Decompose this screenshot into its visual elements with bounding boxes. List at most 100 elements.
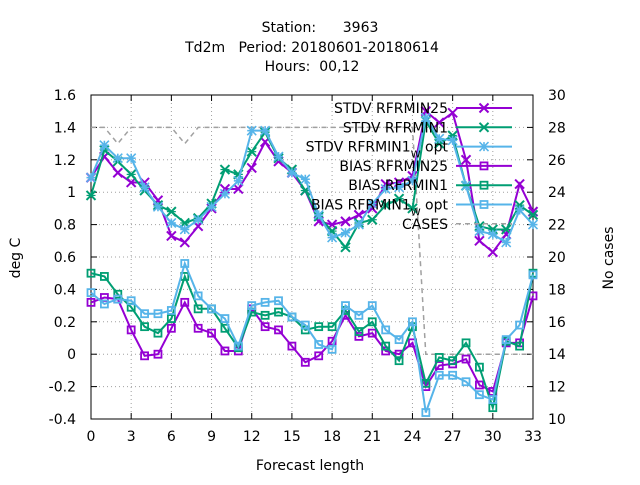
data-point <box>233 175 244 186</box>
legend-label: STDV RFRMIN1W opt <box>306 140 449 161</box>
y2-tick-label: 22 <box>548 218 566 234</box>
series-bias-rfrmin1-w-opt <box>86 259 538 417</box>
y2-tick-label: 18 <box>548 282 566 298</box>
data-point <box>514 199 525 211</box>
x-tick-label: 3 <box>127 429 136 445</box>
series-line <box>90 295 534 393</box>
y-tick-label: 0.2 <box>54 315 76 331</box>
data-point <box>112 167 123 178</box>
series-line <box>90 272 534 412</box>
data-point <box>113 294 123 304</box>
marker-stroke <box>353 209 365 221</box>
y-tick-label: -0.2 <box>49 380 76 396</box>
data-point <box>527 209 539 221</box>
data-point <box>246 162 257 174</box>
data-point <box>193 323 203 333</box>
marker-stroke <box>447 107 458 119</box>
data-point <box>166 314 176 323</box>
data-point <box>140 309 149 319</box>
data-point <box>394 335 404 345</box>
x-tick-label: 27 <box>444 429 462 445</box>
marker-stroke <box>380 178 391 190</box>
data-point <box>246 125 257 136</box>
data-point <box>86 297 96 307</box>
data-point <box>327 232 338 243</box>
data-point <box>381 341 391 351</box>
data-point <box>434 353 444 362</box>
data-point <box>99 272 109 281</box>
data-point <box>274 296 283 306</box>
data-point <box>193 291 203 301</box>
data-point <box>367 214 378 225</box>
data-point <box>153 309 163 319</box>
data-point <box>86 288 96 298</box>
data-point <box>367 328 377 338</box>
data-point <box>126 325 136 335</box>
marker-stroke <box>233 183 244 195</box>
data-point <box>260 322 270 332</box>
legend-swatch-marker <box>479 200 489 209</box>
y2-tick-label: 20 <box>548 250 566 266</box>
data-point <box>260 297 270 307</box>
y-tick-label: 1.4 <box>54 120 76 136</box>
data-point <box>86 268 96 278</box>
data-point <box>340 216 351 227</box>
series-line <box>91 126 533 355</box>
data-point <box>126 296 136 306</box>
data-point <box>514 204 525 216</box>
data-point <box>393 182 405 193</box>
data-point <box>367 198 378 209</box>
y2-tick-label: 30 <box>548 88 566 104</box>
axis-ticks: 0 3 6 9 12 15 18 21 24 27 30 33 -0.4 -0.2 0 0.2 0.4 0.6 0.… <box>49 88 566 445</box>
data-point <box>367 301 377 311</box>
y-axis-label: deg C <box>8 237 24 278</box>
data-point <box>501 335 511 345</box>
data-point <box>207 328 216 338</box>
y-tick-label: 0.8 <box>54 218 76 234</box>
legend-label: CASES <box>402 217 448 233</box>
data-point <box>140 322 149 332</box>
marker-stroke <box>112 167 123 178</box>
legend-label: STDV RFRMIN25 <box>334 101 448 117</box>
legend-entry: STDV RFRMIN1W opt <box>306 140 512 161</box>
legend-swatch-marker <box>479 180 489 190</box>
series-line <box>90 260 534 413</box>
data-point <box>340 242 351 253</box>
data-point <box>475 380 484 390</box>
data-point <box>219 188 231 199</box>
data-point <box>140 351 149 361</box>
data-point <box>314 340 324 349</box>
marker-stroke <box>393 177 405 188</box>
data-point <box>407 170 418 182</box>
data-point <box>247 301 257 311</box>
data-point <box>126 153 137 164</box>
marker-stroke <box>487 246 499 258</box>
y2-tick-label: 10 <box>548 412 566 428</box>
data-point <box>461 354 471 364</box>
data-point <box>515 341 525 351</box>
legend-swatch-marker <box>478 102 490 114</box>
legend-label: STDV RFRMIN1 <box>343 120 448 136</box>
data-point <box>488 403 498 413</box>
data-point <box>287 341 297 351</box>
data-point <box>514 178 525 190</box>
data-point <box>420 112 431 123</box>
data-point <box>475 362 484 372</box>
series-stdv-rfrmin1-w-opt <box>85 112 539 248</box>
data-point <box>300 174 311 185</box>
legend-entry: STDV RFRMIN1 <box>343 120 512 136</box>
series-cases <box>91 126 533 355</box>
marker-stroke <box>460 154 472 166</box>
data-point <box>353 209 365 221</box>
data-point <box>380 183 391 195</box>
y-tick-label: -0.4 <box>49 412 76 428</box>
y2-tick-label: 16 <box>548 315 566 331</box>
data-point <box>99 140 110 151</box>
data-point <box>487 246 499 258</box>
marker-stroke <box>340 216 351 227</box>
legend-entry: BIAS RFRMIN1 <box>348 178 512 194</box>
series-line <box>90 109 534 254</box>
data-point <box>274 325 283 335</box>
data-point <box>487 229 498 240</box>
